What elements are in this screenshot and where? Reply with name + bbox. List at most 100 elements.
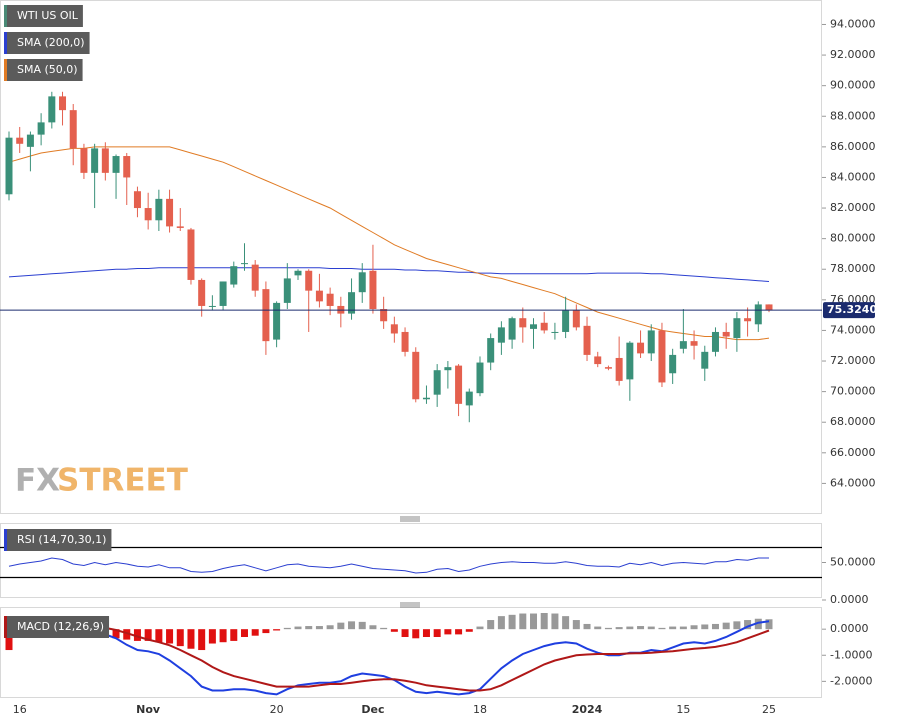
macd-histogram-bar bbox=[123, 629, 131, 640]
y-tick-label: 64.0000 bbox=[830, 476, 876, 489]
candle-body bbox=[487, 338, 495, 363]
candle-body bbox=[626, 342, 634, 380]
candle-body bbox=[262, 289, 270, 342]
macd-histogram-bar bbox=[594, 626, 602, 630]
legend-box bbox=[4, 616, 110, 638]
candle-body bbox=[637, 342, 645, 354]
candle-body bbox=[187, 229, 195, 280]
candle-body bbox=[583, 325, 591, 355]
macd-histogram-bar bbox=[465, 629, 473, 632]
x-tick-label: 16 bbox=[13, 703, 27, 716]
macd-histogram-bar bbox=[497, 616, 505, 630]
macd-histogram-bar bbox=[744, 620, 752, 630]
macd-histogram-bar bbox=[283, 627, 291, 630]
y-tick-label: 88.0000 bbox=[830, 109, 876, 122]
macd-histogram-bar bbox=[219, 629, 227, 643]
candle-body bbox=[711, 331, 719, 352]
macd-histogram-bar bbox=[240, 629, 248, 637]
candle-body bbox=[198, 279, 206, 306]
panel-grip[interactable] bbox=[400, 602, 420, 608]
macd-histogram-bar bbox=[348, 621, 356, 630]
macd-histogram-bar bbox=[679, 626, 687, 630]
candle-body bbox=[647, 330, 655, 354]
candle-body bbox=[112, 156, 120, 173]
macd-histogram-bar bbox=[305, 626, 313, 630]
legend-box bbox=[4, 5, 83, 27]
candle-body bbox=[176, 226, 184, 228]
legend-stripe bbox=[4, 5, 7, 27]
candle-body bbox=[91, 148, 99, 173]
legend-stripe bbox=[4, 32, 7, 54]
candle-body bbox=[144, 208, 152, 221]
candle-body bbox=[348, 292, 356, 314]
macd-histogram-bar bbox=[562, 616, 570, 630]
rsi-panel bbox=[0, 523, 822, 598]
candle-body bbox=[240, 263, 248, 265]
candle-body bbox=[733, 318, 741, 339]
macd-histogram-bar bbox=[711, 623, 719, 630]
macd-histogram-bar bbox=[294, 626, 302, 630]
candle-body bbox=[690, 341, 698, 346]
macd-histogram-bar bbox=[198, 629, 206, 651]
x-tick-label: Dec bbox=[361, 703, 384, 716]
macd-histogram-bar bbox=[626, 626, 634, 630]
candle-body bbox=[26, 134, 34, 147]
macd-histogram-bar bbox=[337, 622, 345, 630]
y-tick-label: 66.0000 bbox=[830, 446, 876, 459]
macd-histogram-bar bbox=[401, 629, 409, 637]
macd-histogram-bar bbox=[187, 629, 195, 649]
macd-histogram-bar bbox=[754, 618, 762, 630]
candle-body bbox=[48, 96, 56, 123]
candle-body bbox=[69, 110, 77, 149]
candle-body bbox=[16, 137, 24, 144]
macd-histogram-bar bbox=[455, 629, 463, 635]
candle-body bbox=[294, 270, 302, 276]
candle-body bbox=[594, 356, 602, 365]
candle-body bbox=[722, 331, 730, 337]
panel-grip[interactable] bbox=[400, 516, 420, 522]
x-tick-label: 25 bbox=[762, 703, 776, 716]
y-tick-label: 86.0000 bbox=[830, 140, 876, 153]
macd-histogram-bar bbox=[433, 629, 441, 637]
macd-histogram-bar bbox=[701, 624, 709, 630]
macd-histogram-bar bbox=[412, 629, 420, 639]
macd-histogram-bar bbox=[358, 621, 366, 630]
candle-body bbox=[101, 148, 109, 173]
candle-body bbox=[754, 304, 762, 325]
macd-histogram-bar bbox=[615, 627, 623, 630]
macd-histogram-bar bbox=[176, 629, 184, 647]
legend-label: SMA (200,0) bbox=[17, 36, 85, 49]
candle-body bbox=[765, 304, 773, 311]
x-tick-label: 20 bbox=[270, 703, 284, 716]
macd-histogram-bar bbox=[144, 629, 152, 641]
macd-histogram-bar bbox=[551, 613, 559, 630]
legend-label: WTI US OIL bbox=[17, 9, 79, 22]
macd-histogram-bar bbox=[230, 629, 238, 641]
candle-body bbox=[59, 96, 67, 111]
macd-histogram-bar bbox=[733, 621, 741, 630]
candle-body bbox=[572, 310, 580, 328]
macd-line bbox=[8, 621, 770, 692]
sma-line bbox=[8, 267, 770, 282]
macd-histogram-bar bbox=[262, 629, 270, 634]
y-tick-label: 90.0000 bbox=[830, 79, 876, 92]
candle-body bbox=[455, 365, 463, 404]
candle-body bbox=[166, 198, 174, 227]
macd-histogram-bar bbox=[583, 623, 591, 630]
y-tick-label: 78.0000 bbox=[830, 262, 876, 275]
legend-tag: WTI US OIL bbox=[4, 5, 83, 27]
y-tick-label: -1.0000 bbox=[830, 648, 872, 661]
y-tick-label: 50.0000 bbox=[830, 556, 876, 569]
legend-box bbox=[4, 32, 90, 54]
y-tick-label: 82.0000 bbox=[830, 201, 876, 214]
macd-histogram-bar bbox=[508, 614, 516, 630]
candle-body bbox=[551, 331, 559, 333]
legend-tag: RSI (14,70,30,1) bbox=[4, 529, 112, 551]
candle-body bbox=[744, 318, 752, 322]
legend-label: SMA (50,0) bbox=[17, 63, 78, 76]
legend-tag: SMA (200,0) bbox=[4, 32, 90, 54]
candle-body bbox=[444, 367, 452, 371]
macd-histogram-bar bbox=[422, 629, 430, 637]
candle-body bbox=[230, 266, 238, 285]
